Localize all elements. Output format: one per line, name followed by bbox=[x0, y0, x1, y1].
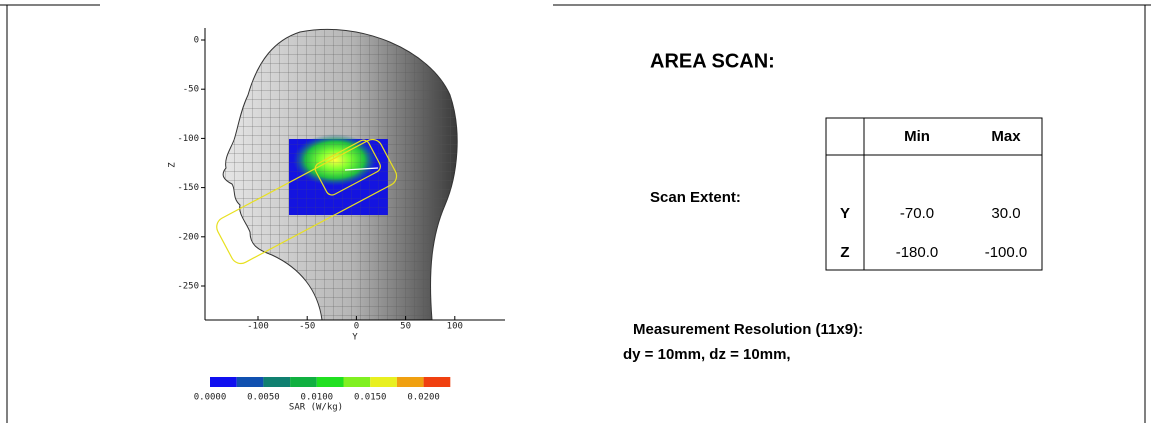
y-tick-label: -50 bbox=[299, 322, 315, 332]
z-tick-label: 0 bbox=[194, 36, 199, 46]
y-tick-label: 50 bbox=[400, 322, 411, 332]
colorbar-tick-label: 0.0150 bbox=[354, 393, 387, 403]
table-cell: -70.0 bbox=[900, 205, 934, 222]
column-header: Max bbox=[991, 128, 1021, 145]
colorbar-swatch bbox=[316, 377, 344, 387]
colorbar-swatch bbox=[396, 377, 424, 387]
colorbar-swatch bbox=[236, 377, 264, 387]
z-tick-label: -200 bbox=[177, 232, 199, 242]
colorbar-tick-label: 0.0200 bbox=[407, 393, 440, 403]
row-header: Y bbox=[840, 205, 850, 222]
table-cell: -100.0 bbox=[985, 244, 1028, 261]
colorbar-tick-label: 0.0000 bbox=[194, 393, 227, 403]
colorbar-swatch bbox=[290, 377, 317, 387]
axis-label: Z bbox=[168, 162, 178, 168]
colorbar-swatch bbox=[343, 377, 371, 387]
column-header: Min bbox=[904, 128, 930, 145]
colorbar-swatch bbox=[423, 377, 451, 387]
table-lines bbox=[825, 117, 1043, 271]
heading: AREA SCAN: bbox=[650, 50, 775, 72]
colorbar-swatch bbox=[210, 377, 237, 387]
resolution-detail: dy = 10mm, dz = 10mm, bbox=[623, 346, 791, 363]
table-cell: -180.0 bbox=[896, 244, 939, 261]
z-tick-label: -250 bbox=[177, 282, 199, 292]
resolution-title: Measurement Resolution (11x9): bbox=[633, 321, 863, 338]
colorbar-swatch bbox=[263, 377, 291, 387]
y-tick-label: 0 bbox=[354, 322, 359, 332]
scan-extent-label: Scan Extent: bbox=[650, 189, 741, 206]
table-cell: 30.0 bbox=[991, 205, 1020, 222]
colorbar-tick-label: 0.0050 bbox=[247, 393, 280, 403]
colorbar-swatch bbox=[370, 377, 397, 387]
z-tick-label: -50 bbox=[183, 85, 199, 95]
colorbar: 0.0000 0.0050 0.0100 0.0150 0.0200 bbox=[194, 377, 451, 403]
colorbar-label: SAR (W/kg) bbox=[289, 403, 343, 413]
z-tick-label: -150 bbox=[177, 183, 199, 193]
y-tick-label: 100 bbox=[447, 322, 463, 332]
y-tick-label: -100 bbox=[247, 322, 269, 332]
axis-label: Y bbox=[352, 333, 358, 343]
scan-area bbox=[289, 134, 388, 215]
colorbar-tick-label: 0.0100 bbox=[301, 393, 334, 403]
z-tick-label: -100 bbox=[177, 134, 199, 144]
phone-outline bbox=[216, 138, 398, 265]
row-header: Z bbox=[840, 244, 849, 261]
